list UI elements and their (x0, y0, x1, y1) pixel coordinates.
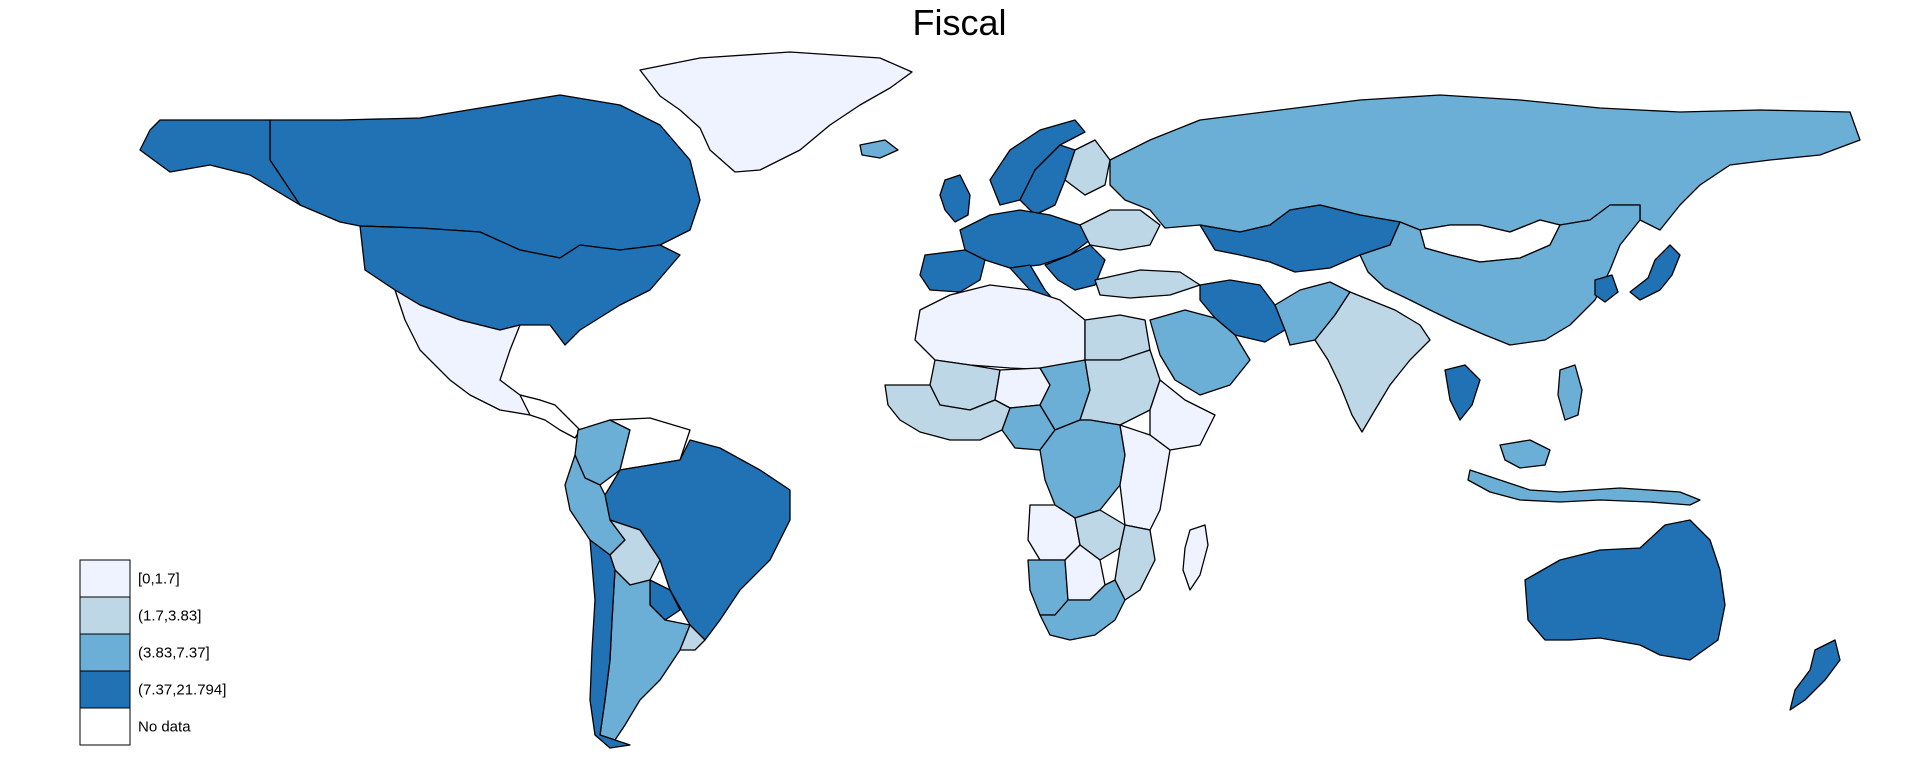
legend-label: (3.83,7.37] (138, 645, 210, 662)
region-eastern-europe (1079, 209, 1161, 251)
legend-swatch (79, 670, 131, 709)
legend-label: (7.37,21.794] (138, 682, 226, 699)
region-mozambique (1114, 524, 1156, 601)
legend-swatch (79, 633, 131, 672)
region-indonesia (1467, 469, 1701, 506)
region-congo-dr (1039, 419, 1126, 519)
region-greenland (639, 51, 913, 173)
region-china (1359, 204, 1641, 346)
legend-swatch (79, 596, 131, 635)
region-turkey (1094, 269, 1201, 299)
legend-label: No data (138, 719, 191, 736)
region-north-africa (914, 284, 1086, 371)
region-iceland (859, 139, 899, 159)
region-uruguay (679, 624, 706, 651)
region-iran (1199, 279, 1286, 343)
region-chile (589, 539, 631, 749)
map-legend: [0,1.7] (1.7,3.83] (3.83,7.37] (7.37,21.794… (79, 559, 226, 746)
region-norway (989, 119, 1086, 206)
region-japan (1629, 244, 1681, 301)
region-russia (1109, 94, 1861, 233)
region-alaska (139, 119, 301, 206)
region-philippines (1557, 364, 1583, 421)
region-united-kingdom (939, 174, 971, 223)
region-sudan (1079, 349, 1161, 426)
region-thailand (1444, 364, 1481, 421)
region-malaysia (1499, 439, 1551, 469)
region-balkans (1044, 244, 1106, 291)
region-saudi-arabia (1149, 309, 1251, 396)
map-title: Fiscal (912, 2, 1007, 43)
country-regions (139, 51, 1861, 749)
region-west-africa (884, 384, 1011, 441)
region-india (1314, 291, 1431, 433)
legend-label: (1.7,3.83] (138, 608, 201, 625)
region-iberia (919, 249, 986, 293)
region-korea (1594, 274, 1619, 303)
region-australia (1524, 519, 1726, 661)
region-new-zealand (1789, 639, 1841, 711)
legend-swatch (79, 707, 131, 746)
legend-label: [0,1.7] (138, 571, 180, 588)
region-south-africa (1039, 579, 1126, 641)
region-central-america (519, 394, 581, 439)
region-kenya-tanzania (1119, 424, 1171, 531)
legend-swatch (79, 559, 131, 598)
region-madagascar (1182, 524, 1209, 591)
